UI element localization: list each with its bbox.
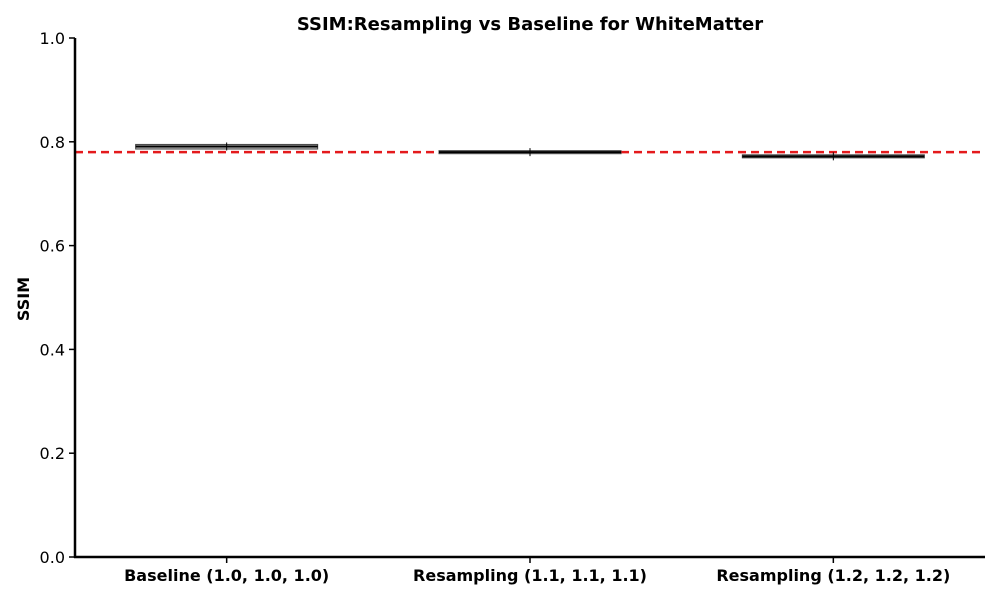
plot-area: 0.0 0.2 0.4 0.6 0.8 1.0 Baseline (1.0, 1.0, 1.… [40,29,985,585]
x-tick-label: Resampling (1.2, 1.2, 1.2) [716,566,950,585]
y-tick-label: 0.4 [40,340,65,359]
y-tick-label: 0.8 [40,133,65,152]
x-tick-label: Resampling (1.1, 1.1, 1.1) [413,566,647,585]
y-axis-label: SSIM [14,277,33,321]
y-tick-label: 0.0 [40,548,65,567]
chart-title: SSIM:Resampling vs Baseline for WhiteMat… [297,14,763,35]
y-tick-label: 1.0 [40,29,65,48]
y-tick-label: 0.6 [40,237,65,256]
x-tick-label: Baseline (1.0, 1.0, 1.0) [124,566,329,585]
y-tick-label: 0.2 [40,444,65,463]
